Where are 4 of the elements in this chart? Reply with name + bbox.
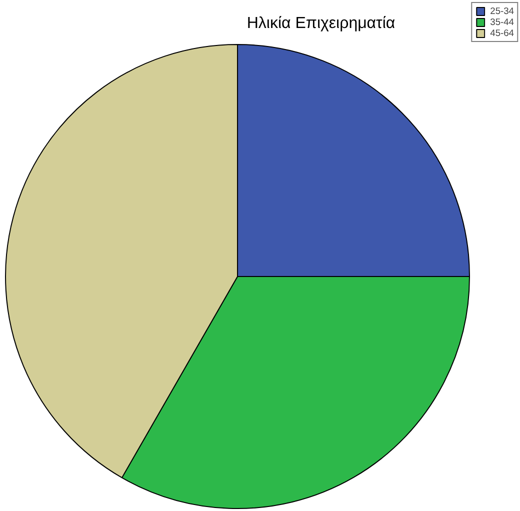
text: Ηλικία Επιχειρηματία bbox=[246, 15, 396, 32]
legend-label: 25-34 bbox=[490, 6, 514, 16]
legend-label: 45-64 bbox=[490, 28, 514, 38]
legend-label: 35-44 bbox=[490, 17, 514, 27]
